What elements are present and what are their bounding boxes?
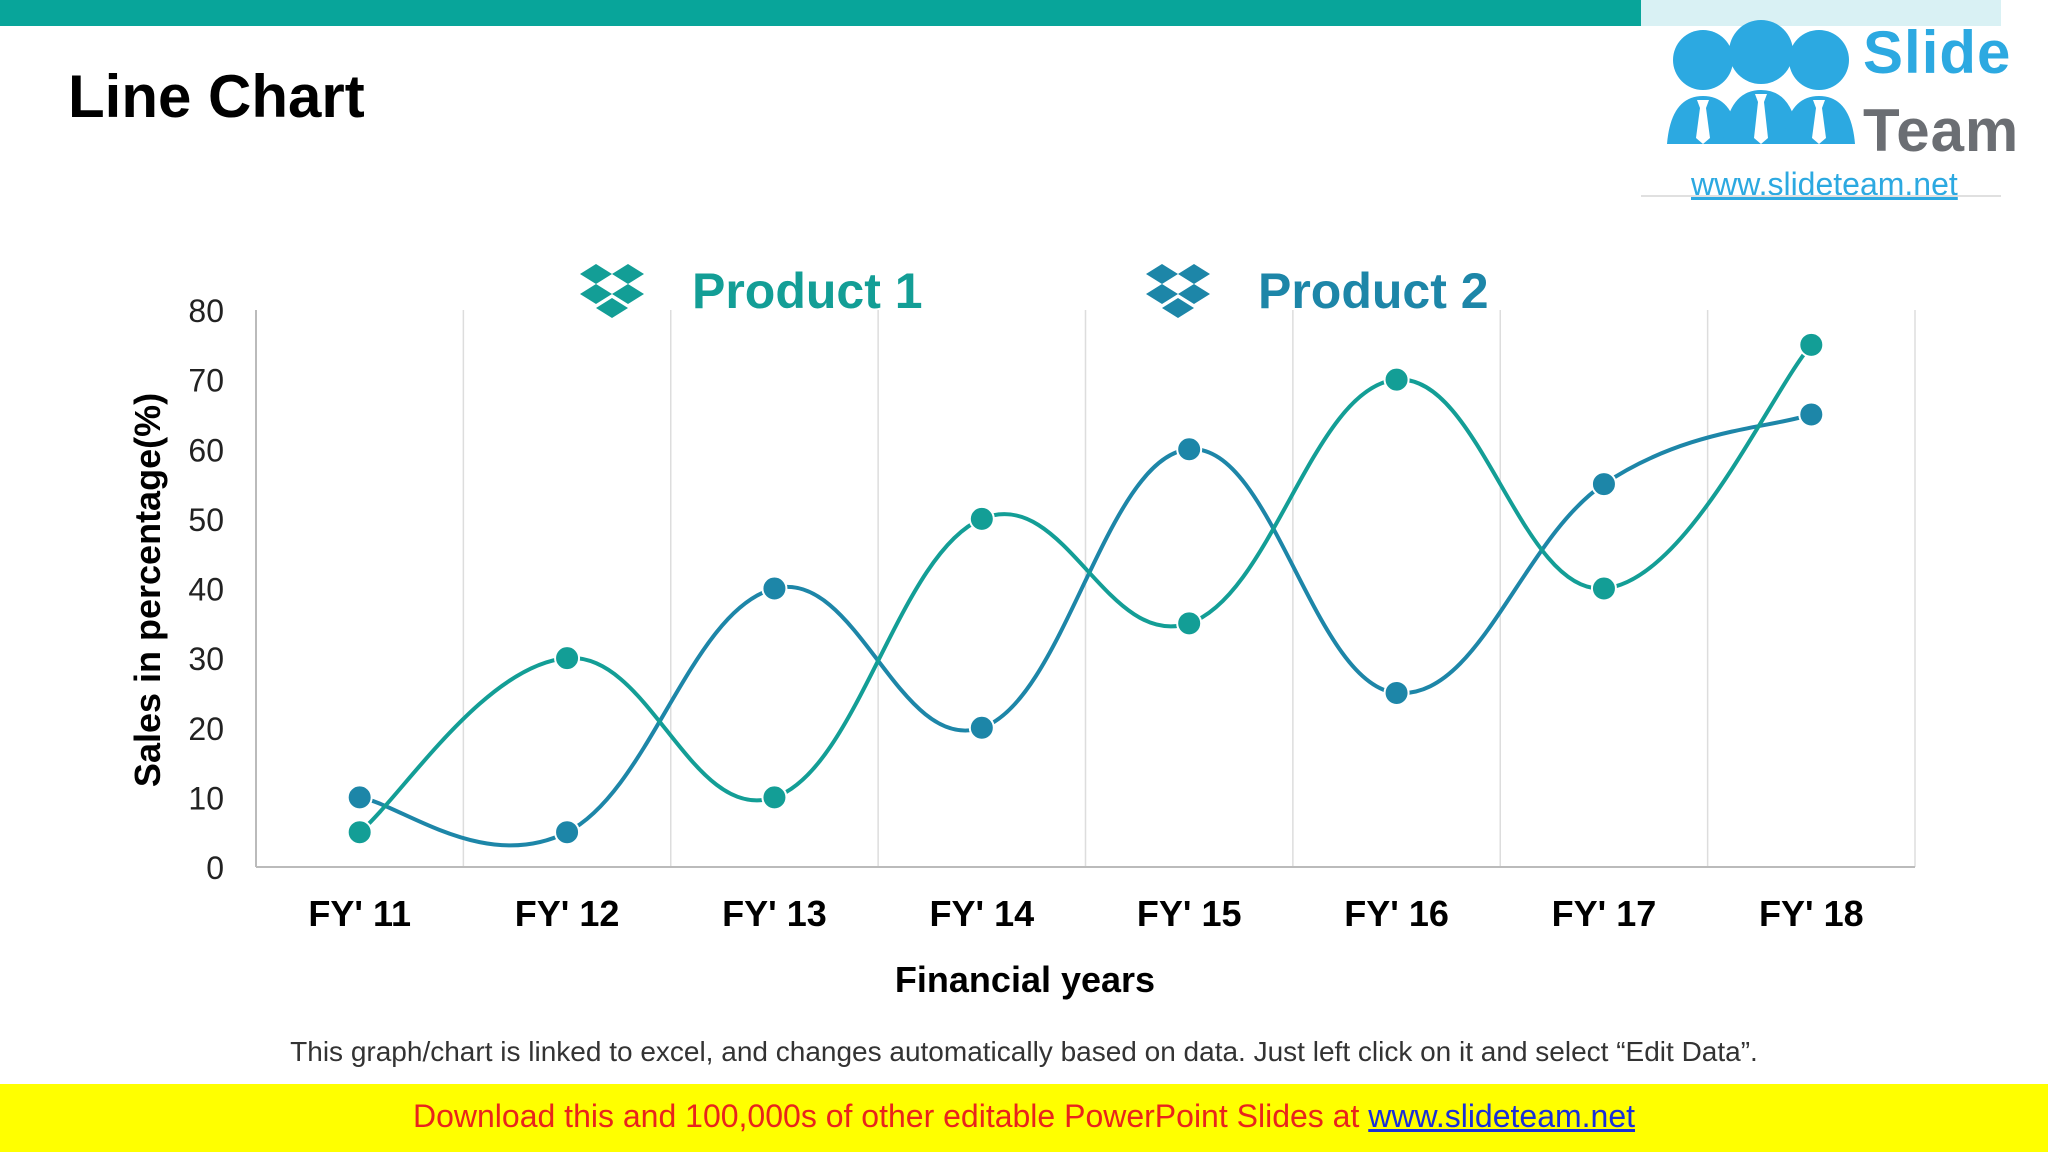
page-title: Line Chart: [68, 63, 365, 130]
data-point-product-2: [761, 575, 788, 602]
x-tick-label: FY' 14: [930, 893, 1035, 934]
footer-link[interactable]: www.slideteam.net: [1368, 1098, 1636, 1134]
y-tick-label: 80: [188, 293, 224, 329]
dropbox-icon: [1146, 264, 1210, 318]
x-tick-label: FY' 12: [515, 893, 620, 934]
y-tick-label: 70: [188, 363, 224, 399]
x-tick-label: FY' 17: [1552, 893, 1657, 934]
logo-word-slide: Slide: [1863, 19, 2012, 86]
chart-series: [346, 331, 1825, 848]
legend-item-product-2: Product 2: [1146, 263, 1489, 319]
data-point-product-2: [1383, 679, 1410, 706]
dropbox-icon: [580, 264, 644, 318]
y-tick-label: 20: [188, 711, 224, 747]
data-point-product-2: [554, 819, 581, 846]
data-point-product-1: [968, 505, 995, 532]
data-point-product-2: [1590, 471, 1617, 498]
data-point-product-2: [1798, 401, 1825, 428]
x-tick-label: FY' 16: [1344, 893, 1449, 934]
x-tick-label: FY' 18: [1759, 893, 1864, 934]
legend-label: Product 1: [692, 263, 923, 319]
y-tick-label: 60: [188, 432, 224, 468]
data-point-product-2: [1176, 436, 1203, 463]
legend-label: Product 2: [1258, 263, 1489, 319]
line-chart: 0 10 20 30 40 50 60 70 80 FY' 11 FY' 12 FY' 13 FY' 1…: [127, 263, 1916, 1000]
y-tick-label: 50: [188, 502, 224, 538]
data-point-product-1: [1590, 575, 1617, 602]
series-line-product-1: [358, 343, 1813, 834]
chart-axes: 0 10 20 30 40 50 60 70 80 FY' 11 FY' 12 FY' 13 FY' 1…: [188, 293, 1915, 934]
data-point-product-1: [1176, 610, 1203, 637]
chart-grid: [462, 310, 1916, 867]
data-point-product-2: [968, 714, 995, 741]
data-point-product-1: [1798, 331, 1825, 358]
y-tick-label: 10: [188, 780, 224, 816]
footer-text: Download this and 100,000s of other edit…: [0, 1098, 2048, 1135]
footer-message: Download this and 100,000s of other edit…: [412, 1098, 1369, 1134]
logo-divider: [1641, 195, 2001, 197]
data-point-product-2: [346, 784, 373, 811]
chart-caption: This graph/chart is linked to excel, and…: [290, 1036, 1758, 1067]
footer-banner: Download this and 100,000s of other edit…: [0, 1084, 2048, 1152]
data-point-product-1: [554, 645, 581, 672]
x-axis-label: Financial years: [895, 959, 1155, 1000]
data-point-product-1: [761, 784, 788, 811]
y-tick-label: 30: [188, 641, 224, 677]
y-tick-label: 0: [206, 850, 224, 886]
data-point-product-1: [1383, 366, 1410, 393]
chart-legend: Product 1 Product 2: [580, 263, 1489, 319]
y-axis-label: Sales in percentage(%): [127, 393, 168, 787]
x-tick-label: FY' 11: [308, 893, 411, 934]
logo-accent-strip: [1641, 0, 2001, 26]
series-line-product-2: [359, 412, 1812, 848]
people-icon: [1667, 20, 1855, 144]
legend-item-product-1: Product 1: [580, 263, 923, 319]
x-tick-label: FY' 13: [722, 893, 827, 934]
logo-word-team: Team: [1863, 97, 2020, 164]
data-point-product-1: [346, 819, 373, 846]
y-tick-label: 40: [188, 572, 224, 608]
top-accent-bar: [0, 0, 1641, 26]
x-tick-label: FY' 15: [1137, 893, 1242, 934]
slideteam-logo[interactable]: Slide Team www.slideteam.net: [1641, 0, 2048, 202]
